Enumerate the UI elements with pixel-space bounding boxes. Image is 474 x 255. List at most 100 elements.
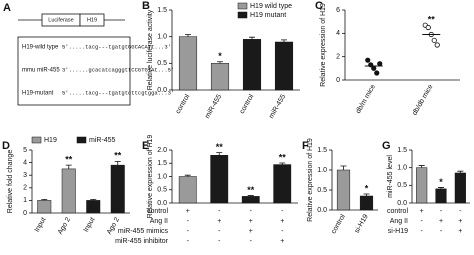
panel-letter: B [142,0,150,12]
error-bar [216,152,223,156]
x-tick-label: control [330,213,347,235]
y-tick-label: 0 [336,77,340,84]
panel-letter: E [142,140,149,152]
condition-mark: + [249,218,253,225]
panel-letter: F [302,140,309,152]
error-bar [279,162,286,165]
sequence: 5'.....tacg---tgatgtGGCACATt...3' [62,43,171,50]
y-tick-label: 0.0 [157,87,167,94]
y-tick-label: 2 [336,54,340,61]
dot [374,70,380,76]
dot [434,42,440,48]
condition-mark: - [281,208,284,215]
bar [178,36,198,91]
panel-letter: G [382,140,391,152]
y-tick-label: 4 [23,159,27,166]
y-tick-label: 1.0 [157,173,167,180]
y-axis-label: miR-455 level [387,155,394,198]
error-bar [184,174,191,177]
condition-mark: - [440,208,443,215]
legend-label: miR-455 [89,137,116,144]
condition-mark: + [186,208,190,215]
y-tick-label: 1.5 [157,160,167,167]
y-tick-label: 5 [23,147,27,154]
x-tick-label: Ago 2 [57,216,72,235]
condition-mark: + [458,228,462,235]
sequence: 5'.....tacg---tgatgtcttcgtgga...3' [62,89,174,96]
bar [359,195,374,211]
row-label: H19-wild type [22,45,59,51]
y-tick-label: 0.5 [157,187,167,194]
bar [241,196,260,204]
significance: * [218,51,222,61]
error-bar [114,160,121,166]
condition-mark: - [218,208,221,215]
error-bar [65,164,72,169]
significance: ** [247,185,255,195]
y-tick-label: 4 [336,30,340,37]
row-label: H19-mutant [22,91,54,97]
condition-mark: - [420,218,423,225]
x-tick-label: miR-455 [204,93,223,120]
y-tick-label: 1.0 [157,34,167,41]
significance: ** [428,15,436,25]
y-tick-label: 1.5 [157,7,167,14]
sequence: 3'......gcacatcagggttCCGTGTAt...5' [62,66,174,73]
y-tick-label: 0.0 [397,200,407,207]
y-tick-label: 3 [23,172,27,179]
error-bar [281,39,287,42]
legend-label: H19 wild type [250,3,292,10]
dot [365,57,371,63]
condition-mark: - [218,228,221,235]
bar [273,164,292,204]
error-bar [438,187,444,189]
x-tick-label: db/db mice [411,83,434,116]
y-axis-label: Relative expression of H19 [147,135,154,219]
bar [210,63,230,91]
error-bar [249,36,255,40]
y-tick-label: 1.0 [397,165,407,172]
legend-swatch [31,136,42,144]
bar [242,39,262,91]
condition-label: control [147,208,168,215]
x-tick-label: Input [34,216,48,233]
condition-mark: - [281,228,284,235]
bar [86,200,101,214]
gene-box [79,13,105,27]
x-tick-label: control [175,93,192,115]
condition-mark: - [187,228,190,235]
gene-label: H19 [87,17,97,23]
error-bar [185,34,191,37]
condition-label: si-H19 [388,228,408,235]
legend-swatch [237,11,248,19]
y-tick-label: 1.5 [317,147,327,154]
condition-mark: - [250,208,253,215]
error-bar [90,198,97,201]
condition-mark: - [250,238,253,245]
y-tick-label: 1.0 [317,167,327,174]
y-axis-label: Relative expression of H19 [307,138,314,222]
condition-mark: - [187,218,190,225]
y-tick-label: 1.5 [397,147,407,154]
y-tick-label: 0 [23,210,27,217]
condition-mark: - [218,238,221,245]
bar [274,41,294,91]
gene-label: Luciferase [48,17,73,23]
condition-mark: - [187,238,190,245]
bar [110,164,125,214]
panel-a: A Luciferase H19 H19-wild type 5'.....ta… [3,2,174,106]
error-bar [363,193,370,196]
x-tick-label: Input [83,216,97,233]
significance: ** [279,152,287,162]
panel-letter: D [2,140,10,152]
x-tick-label: si-H19 [354,213,370,234]
condition-label: Ang II [150,218,168,225]
y-tick-label: 0.0 [317,207,327,214]
significance: * [365,183,369,193]
dot [377,61,383,67]
legend-label: H19 [44,137,57,144]
y-tick-label: 0.5 [317,187,327,194]
legend-swatch [237,2,248,10]
condition-mark: + [458,218,462,225]
condition-label: miR-455 inhibitor [115,238,169,245]
